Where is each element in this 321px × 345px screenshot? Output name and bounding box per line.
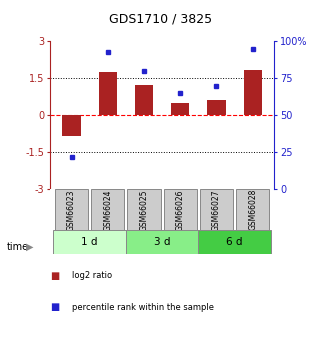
- Text: percentile rank within the sample: percentile rank within the sample: [72, 303, 214, 312]
- Text: 1 d: 1 d: [81, 237, 98, 247]
- Bar: [126, 230, 198, 254]
- Bar: [63, 115, 81, 136]
- Text: 3 d: 3 d: [154, 237, 170, 247]
- Text: GSM66027: GSM66027: [212, 189, 221, 230]
- Bar: [200, 189, 233, 230]
- Text: GSM66028: GSM66028: [248, 189, 257, 230]
- Text: GSM66026: GSM66026: [176, 189, 185, 230]
- Text: ■: ■: [50, 302, 59, 312]
- Bar: [55, 189, 88, 230]
- Text: GSM66023: GSM66023: [67, 189, 76, 230]
- Bar: [127, 189, 160, 230]
- Bar: [171, 103, 189, 115]
- Bar: [207, 100, 226, 115]
- Text: time: time: [6, 242, 29, 252]
- Text: 6 d: 6 d: [226, 237, 243, 247]
- Text: ▶: ▶: [26, 242, 33, 252]
- Text: GDS1710 / 3825: GDS1710 / 3825: [109, 13, 212, 26]
- Bar: [236, 189, 269, 230]
- Bar: [99, 72, 117, 115]
- Bar: [91, 189, 125, 230]
- Text: GSM66024: GSM66024: [103, 189, 112, 230]
- Bar: [135, 85, 153, 115]
- Bar: [164, 189, 197, 230]
- Text: GSM66025: GSM66025: [140, 189, 149, 230]
- Text: log2 ratio: log2 ratio: [72, 272, 112, 280]
- Bar: [198, 230, 271, 254]
- Bar: [53, 230, 126, 254]
- Text: ■: ■: [50, 271, 59, 281]
- Bar: [244, 70, 262, 115]
